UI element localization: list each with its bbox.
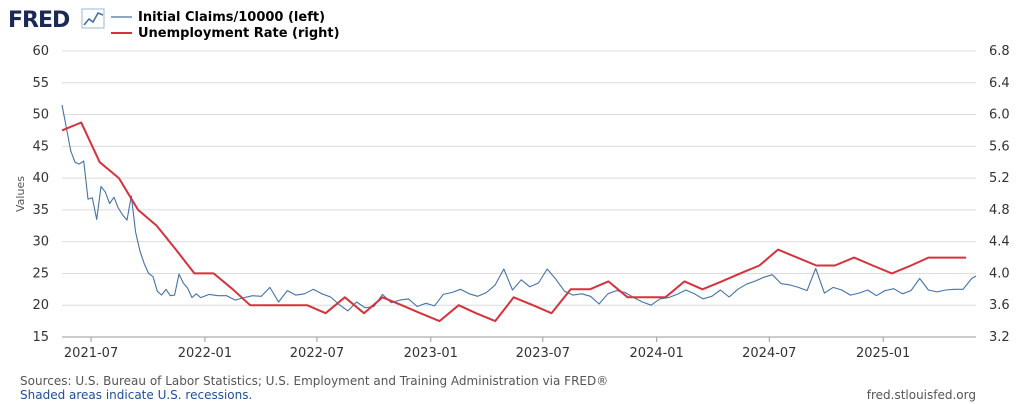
chart-canvas: FRED Initial Claims/10000 (left)Unemploy… [8, 8, 1010, 361]
y-left-tick-label: 45 [32, 139, 49, 154]
footer-website[interactable]: fred.stlouisfed.org [866, 388, 976, 402]
y-right-tick-label: 6.0 [989, 108, 1010, 123]
x-tick-label: 2021-07 [64, 346, 118, 361]
y-left-tick-label: 15 [32, 330, 49, 345]
y-left-tick-label: 30 [32, 235, 49, 250]
chart-legend: Initial Claims/10000 (left)Unemployment … [111, 10, 340, 41]
x-tick-label: 2022-07 [290, 346, 344, 361]
x-tick-label: 2024-01 [630, 346, 684, 361]
grid-lines [62, 50, 976, 338]
footer-recessions-note[interactable]: Shaded areas indicate U.S. recessions. [20, 388, 253, 402]
y-right-tick-label: 5.2 [989, 171, 1010, 186]
x-tick-label: 2023-01 [404, 346, 458, 361]
fred-logo-chart-icon [81, 8, 105, 29]
y-right-tick-label: 3.6 [989, 298, 1010, 313]
initial-claims-line [61, 104, 977, 312]
y-right-tick-label: 6.4 [989, 76, 1010, 91]
y-left-tick-label: 35 [32, 203, 49, 218]
y-left-tick-label: 25 [32, 266, 49, 281]
y-axis-title: Values [14, 176, 27, 212]
y-right-tick-label: 4.4 [989, 235, 1010, 250]
fred-logo-text: FRED [8, 8, 70, 33]
y-left-tick-label: 55 [32, 76, 49, 91]
legend-label: Initial Claims/10000 (left) [138, 10, 325, 25]
y-left-tick-label: 40 [32, 171, 49, 186]
x-tick-label: 2024-07 [742, 346, 796, 361]
y-right-tick-label: 4.0 [989, 266, 1010, 281]
unemployment-rate-line [61, 121, 967, 323]
y-right-tick-label: 3.2 [989, 330, 1010, 345]
fred-logo[interactable]: FRED [8, 8, 105, 33]
chart-axes: 15 20 25 30 35 40 45 50 55 60 3.2 3.6 4.0 4.4 4.8 5.2 5.… [14, 44, 1010, 361]
y-right-tick-label: 5.6 [989, 139, 1010, 154]
x-tick-label: 2025-01 [856, 346, 910, 361]
y-right-tick-label: 6.8 [989, 44, 1010, 59]
y-left-tick-label: 60 [32, 44, 49, 59]
footer-sources: Sources: U.S. Bureau of Labor Statistics… [20, 374, 609, 388]
legend-label: Unemployment Rate (right) [138, 26, 340, 41]
y-left-tick-label: 20 [32, 298, 49, 313]
y-left-tick-label: 50 [32, 108, 49, 123]
x-tick-label: 2022-01 [178, 346, 232, 361]
series-layer [61, 104, 977, 323]
x-tick-label: 2023-07 [516, 346, 570, 361]
y-right-tick-label: 4.8 [989, 203, 1010, 218]
